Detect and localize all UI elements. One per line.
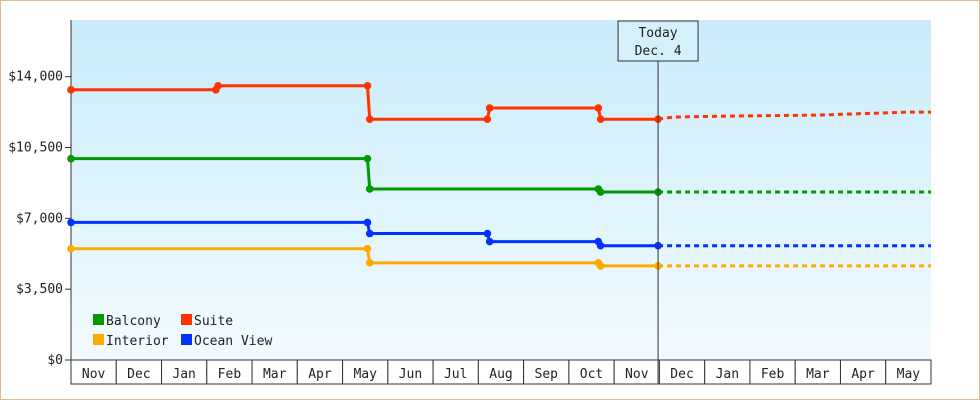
legend-swatch <box>181 314 192 325</box>
data-point-suite[interactable] <box>483 115 492 123</box>
x-tick-label: Nov <box>82 367 106 382</box>
data-point-suite[interactable] <box>596 115 605 123</box>
x-tick-cell <box>794 359 841 385</box>
y-tick-label: $14,000 <box>8 70 63 85</box>
x-tick-label: May <box>353 367 377 382</box>
y-tick-label: $3,500 <box>16 282 63 297</box>
forecast-line-suite <box>657 110 931 121</box>
x-tick-label: Feb <box>218 367 242 382</box>
x-tick-label: Jun <box>399 367 422 382</box>
data-point-interior[interactable] <box>363 244 372 253</box>
legend-label: Balcony <box>106 314 161 329</box>
data-point-suite[interactable] <box>594 104 603 112</box>
x-tick-cell <box>387 359 434 385</box>
x-tick-label: Apr <box>851 367 875 382</box>
data-point-ocean-view[interactable] <box>363 218 372 227</box>
data-point-balcony[interactable] <box>67 154 75 163</box>
x-tick-cell <box>885 359 932 385</box>
series-suite <box>67 81 931 123</box>
x-tick-cell <box>523 359 570 385</box>
legend-label: Suite <box>194 314 233 329</box>
series-layer <box>67 81 931 270</box>
data-point-suite[interactable] <box>363 81 372 90</box>
x-axis-band: Nov Dec Jan Feb Mar Apr May Jun Jul Aug Sep Oct Nov D… <box>70 359 932 385</box>
data-point-ocean-view[interactable] <box>365 229 374 238</box>
data-point-balcony[interactable] <box>365 185 374 193</box>
data-point-interior[interactable] <box>365 259 374 267</box>
x-tick-label: Apr <box>308 367 332 382</box>
series-line-balcony <box>71 157 659 194</box>
x-tick-label: Jul <box>444 367 467 382</box>
legend-item-interior[interactable]: Interior <box>93 334 169 349</box>
data-point-suite[interactable] <box>67 86 75 94</box>
series-line-interior <box>71 247 659 268</box>
x-tick-cell <box>704 359 751 385</box>
data-point-suite[interactable] <box>214 81 222 90</box>
data-point-suite[interactable] <box>485 104 494 112</box>
x-tick-label: May <box>897 367 921 382</box>
legend-label: Ocean View <box>194 334 272 349</box>
x-tick-label: Nov <box>625 367 649 382</box>
legend-item-balcony[interactable]: Balcony <box>93 314 161 329</box>
data-point-suite[interactable] <box>365 115 374 123</box>
today-label-box <box>617 20 699 62</box>
x-tick-label: Mar <box>806 367 830 382</box>
x-tick-cell <box>251 359 298 385</box>
legend-swatch <box>93 334 104 345</box>
x-tick-label: Jan <box>172 367 195 382</box>
x-tick-label: Oct <box>580 367 603 382</box>
y-tick-label: $0 <box>47 353 63 368</box>
legend-swatch <box>93 314 104 325</box>
today-label: Today <box>638 26 677 41</box>
series-ocean-view <box>67 218 931 250</box>
data-point-ocean-view[interactable] <box>483 229 492 238</box>
y-axis: $0 $3,500 $7,000 $10,500 $14,000 <box>8 20 72 384</box>
x-tick-cell <box>477 359 525 385</box>
x-tick-cell <box>568 359 615 385</box>
x-tick-label: Sep <box>535 367 559 382</box>
x-tick-label: Mar <box>263 367 287 382</box>
data-point-ocean-view[interactable] <box>67 218 75 227</box>
data-point-ocean-view[interactable] <box>596 241 605 250</box>
x-tick-label: Aug <box>489 367 512 382</box>
data-point-interior[interactable] <box>67 244 75 253</box>
legend-item-ocean-view[interactable]: Ocean View <box>181 334 272 349</box>
x-tick-cell <box>749 359 796 385</box>
x-tick-cell <box>115 359 163 385</box>
data-point-balcony[interactable] <box>596 188 605 196</box>
x-tick-cell <box>70 359 117 385</box>
data-point-ocean-view[interactable] <box>485 237 494 246</box>
x-tick-cell <box>613 359 660 385</box>
x-tick-label: Feb <box>761 367 785 382</box>
x-tick-cell <box>839 359 887 385</box>
legend-item-suite[interactable]: Suite <box>181 314 233 329</box>
x-tick-cell <box>161 359 208 385</box>
today-date: Dec. 4 <box>635 44 682 59</box>
x-tick-cell <box>342 359 389 385</box>
data-point-interior[interactable] <box>596 262 605 270</box>
x-tick-label: Dec <box>127 367 150 382</box>
x-tick-label: Dec <box>670 367 693 382</box>
y-tick-label: $10,500 <box>8 141 63 156</box>
x-tick-label: Jan <box>716 367 739 382</box>
y-tick-label: $7,000 <box>16 211 63 226</box>
x-tick-cell <box>206 359 253 385</box>
legend-label: Interior <box>106 334 169 349</box>
today-marker: Today Dec. 4 <box>617 20 699 384</box>
x-tick-cell <box>432 359 479 385</box>
data-point-balcony[interactable] <box>363 154 372 163</box>
x-tick-cell <box>658 359 706 385</box>
series-balcony <box>67 154 931 196</box>
series-interior <box>67 244 931 270</box>
legend-swatch <box>181 334 192 345</box>
legend: Balcony Suite Interior Ocean View <box>93 314 272 349</box>
